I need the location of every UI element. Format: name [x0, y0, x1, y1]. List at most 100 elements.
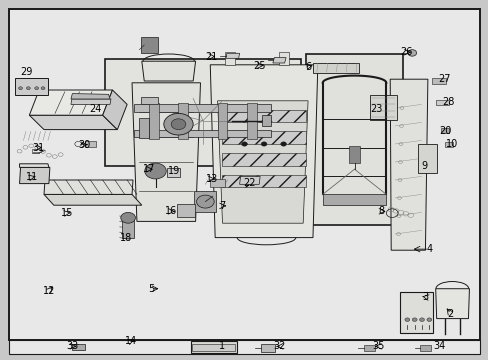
Text: 12: 12 [42, 286, 55, 296]
Bar [222, 175, 305, 187]
Bar [369, 95, 396, 120]
Text: 5: 5 [148, 284, 154, 294]
Polygon shape [71, 94, 110, 99]
Circle shape [261, 142, 266, 146]
Circle shape [404, 318, 409, 321]
Circle shape [419, 318, 424, 321]
Bar [222, 153, 305, 166]
Text: 32: 32 [273, 341, 285, 351]
Bar [105, 59, 300, 166]
Bar [322, 194, 386, 205]
Text: 17: 17 [142, 164, 155, 174]
Text: 24: 24 [89, 104, 102, 114]
Bar [190, 341, 237, 353]
Text: 33: 33 [66, 341, 79, 351]
Text: 22: 22 [243, 178, 255, 188]
Bar [134, 130, 271, 137]
Polygon shape [389, 79, 427, 250]
Bar [9, 340, 479, 354]
Text: 14: 14 [124, 336, 137, 346]
Bar [260, 344, 275, 352]
Bar [444, 142, 452, 147]
Bar [141, 97, 157, 104]
Circle shape [280, 142, 286, 146]
Bar [139, 118, 149, 138]
Bar [348, 146, 359, 163]
Bar [134, 104, 271, 112]
Text: 25: 25 [252, 60, 265, 71]
Bar [141, 37, 157, 53]
Polygon shape [239, 176, 260, 184]
Polygon shape [44, 194, 142, 205]
Bar [85, 141, 96, 147]
Bar [167, 168, 180, 177]
Bar [176, 204, 195, 217]
Bar [261, 115, 271, 126]
Bar [15, 78, 48, 95]
Polygon shape [272, 58, 285, 63]
Text: 9: 9 [421, 161, 427, 171]
Polygon shape [224, 52, 234, 65]
Polygon shape [217, 101, 307, 223]
Bar [178, 103, 188, 139]
Polygon shape [278, 52, 288, 65]
Circle shape [171, 119, 185, 130]
Bar [312, 63, 359, 73]
Text: 30: 30 [78, 140, 90, 150]
Text: 29: 29 [20, 67, 33, 77]
Polygon shape [44, 180, 133, 194]
Text: 6: 6 [305, 62, 310, 72]
Bar [440, 128, 448, 133]
Polygon shape [102, 90, 127, 130]
Text: 31: 31 [32, 143, 44, 153]
Bar [222, 110, 305, 122]
Text: 4: 4 [426, 244, 431, 254]
Circle shape [144, 163, 166, 179]
Text: 13: 13 [205, 174, 218, 184]
Text: 2: 2 [447, 309, 453, 319]
Bar [32, 149, 41, 152]
Bar [305, 54, 403, 225]
Text: 27: 27 [438, 74, 450, 84]
Circle shape [35, 87, 39, 90]
Bar [436, 100, 448, 105]
Text: 19: 19 [167, 166, 180, 176]
Polygon shape [142, 61, 195, 81]
Text: 7: 7 [219, 201, 225, 211]
Text: 8: 8 [378, 206, 384, 216]
Text: 21: 21 [204, 51, 217, 62]
Bar [217, 103, 227, 139]
Bar [149, 103, 159, 139]
Polygon shape [210, 65, 317, 238]
Circle shape [19, 87, 22, 90]
Bar [417, 144, 436, 173]
Circle shape [41, 87, 45, 90]
Text: 34: 34 [432, 341, 445, 351]
Text: 16: 16 [164, 206, 177, 216]
Circle shape [426, 318, 431, 321]
Bar [399, 292, 432, 333]
Bar [192, 344, 235, 351]
Polygon shape [20, 167, 50, 184]
Bar [431, 78, 445, 84]
Text: 18: 18 [120, 233, 132, 243]
Polygon shape [71, 99, 111, 104]
Circle shape [241, 142, 247, 146]
Polygon shape [20, 164, 49, 167]
Bar [246, 103, 256, 139]
Bar [363, 345, 374, 351]
Text: 20: 20 [438, 126, 450, 136]
Text: 23: 23 [369, 104, 382, 114]
Bar [72, 344, 84, 350]
Bar [194, 191, 216, 212]
Polygon shape [29, 115, 117, 130]
Circle shape [196, 195, 214, 208]
Bar [222, 131, 305, 144]
Text: 26: 26 [400, 47, 412, 57]
Bar [122, 217, 134, 238]
Text: 28: 28 [442, 96, 454, 107]
Polygon shape [132, 83, 200, 221]
Circle shape [407, 50, 416, 56]
Text: 11: 11 [26, 172, 39, 182]
Bar [419, 345, 430, 351]
